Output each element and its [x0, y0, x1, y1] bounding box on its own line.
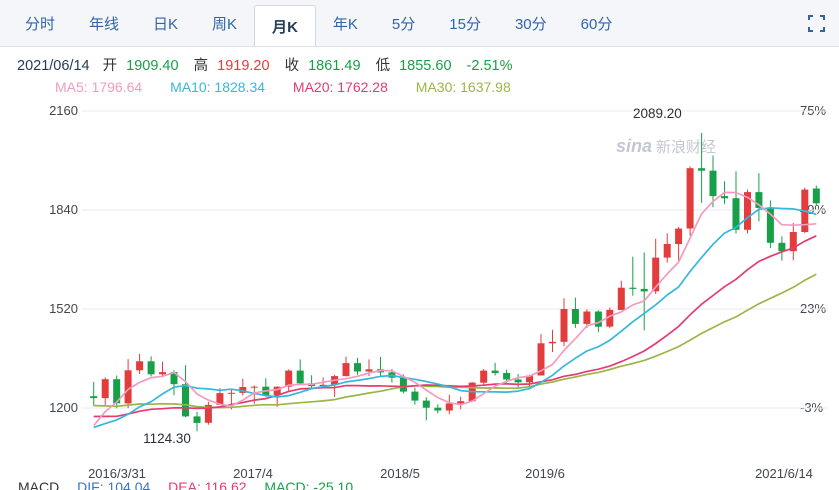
close-label: 收: [284, 58, 300, 74]
period-tab-bar: 分时 年线 日K 周K 月K 年K 5分 15分 30分 60分: [0, 0, 839, 47]
tab-day-k[interactable]: 日K: [153, 15, 179, 33]
ma-indicator-bar: MA5: 1796.64 MA10: 1828.34 MA20: 1762.28…: [55, 79, 535, 95]
price-axis-label: 1840: [49, 202, 78, 217]
tab-year-k[interactable]: 年K: [332, 15, 358, 33]
tab-30min[interactable]: 30分: [514, 15, 547, 33]
percent-axis-label: 23%: [800, 301, 827, 316]
percent-axis-label: 75%: [800, 103, 827, 118]
ma20-value: MA20: 1762.28: [292, 79, 388, 95]
quote-date: 2021/06/14: [17, 58, 90, 74]
macd-value: MACD: -25.10: [264, 479, 354, 490]
close-value: 1861.49: [308, 58, 361, 74]
x-axis-label: 2016/3/31: [88, 466, 146, 481]
quote-bar: 2021/06/14 开 1909.40 高 1919.20 收 1861.49…: [17, 54, 524, 75]
tab-month-k[interactable]: 月K: [254, 5, 316, 46]
tab-year-line[interactable]: 年线: [89, 15, 120, 33]
tab-15min[interactable]: 15分: [449, 15, 481, 33]
percent-axis-label: 49%: [800, 202, 827, 217]
tab-time-share[interactable]: 分时: [25, 15, 56, 33]
price-axis-label: 1520: [49, 301, 78, 316]
macd-dea-value: DEA: 116.62: [168, 479, 247, 490]
macd-name: MACD: [18, 479, 60, 490]
open-label: 开: [102, 58, 118, 74]
high-label: 高: [193, 58, 209, 74]
price-axis-label: 1200: [49, 400, 78, 415]
x-axis-label: 2019/6: [525, 466, 565, 481]
macd-dif-value: DIF: 104.04: [77, 479, 151, 490]
open-value: 1909.40: [126, 58, 179, 74]
ma10-value: MA10: 1828.34: [170, 79, 266, 95]
x-axis-label: 2018/5: [380, 466, 420, 481]
change-percent: -2.51%: [466, 58, 513, 74]
price-axis-label: 2160: [49, 103, 78, 118]
tab-week-k[interactable]: 周K: [212, 15, 238, 33]
ma30-value: MA30: 1637.98: [415, 79, 511, 95]
high-value: 1919.20: [217, 58, 270, 74]
high-price-annotation: 2089.20: [633, 106, 682, 121]
x-axis-label: 2021/6/14: [755, 466, 813, 481]
watermark-text: 新浪财经: [656, 139, 717, 156]
fullscreen-icon: [807, 14, 825, 32]
low-label: 低: [375, 58, 391, 74]
tab-5min[interactable]: 5分: [391, 15, 416, 33]
low-value: 1855.60: [399, 58, 452, 74]
sina-watermark: sina 新浪财经: [616, 136, 716, 157]
sina-logo: sina: [616, 136, 653, 156]
percent-axis-label: -3%: [800, 400, 824, 415]
low-price-annotation: 1124.30: [143, 431, 191, 446]
tab-60min[interactable]: 60分: [580, 15, 613, 33]
x-axis-label: 2017/4: [233, 466, 273, 481]
macd-indicator-bar: MACD DIF: 104.04 DEA: 116.62 MACD: -25.1…: [18, 479, 367, 490]
ma5-value: MA5: 1796.64: [55, 79, 143, 95]
fullscreen-button[interactable]: [805, 12, 827, 34]
